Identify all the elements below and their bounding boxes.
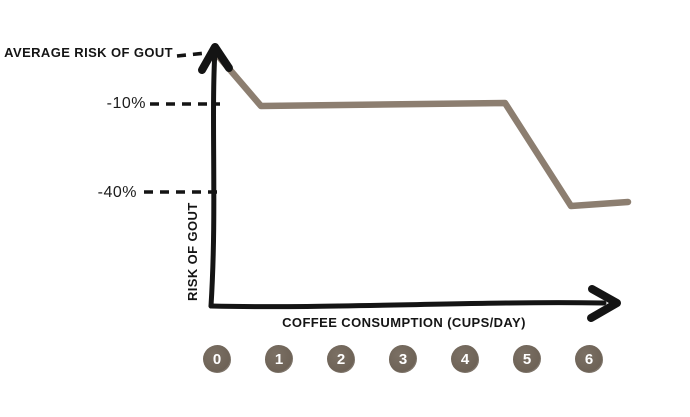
- x-tick-marker-2: 2: [327, 345, 355, 373]
- average-risk-label: AVERAGE RISK OF GOUT: [4, 45, 173, 60]
- risk-line: [215, 53, 632, 210]
- minus-10-percent-label: -10%: [106, 95, 146, 112]
- x-tick-marker-5: 5: [513, 345, 541, 373]
- y-axis-arrowhead: [198, 43, 233, 74]
- x-tick-marker-6: 6: [575, 345, 603, 373]
- x-axis-line: [208, 300, 607, 310]
- x-tick-marker-0: 0: [203, 345, 231, 373]
- x-axis-arrowhead: [587, 285, 621, 322]
- y-axis-line: [208, 47, 218, 309]
- x-tick-marker-1: 1: [265, 345, 293, 373]
- minus-40-percent-label: -40%: [97, 184, 137, 201]
- x-axis-title: COFFEE CONSUMPTION (CUPS/DAY): [282, 315, 526, 330]
- x-tick-marker-3: 3: [389, 345, 417, 373]
- avg-dash-line: [176, 51, 207, 58]
- x-tick-marker-4: 4: [451, 345, 479, 373]
